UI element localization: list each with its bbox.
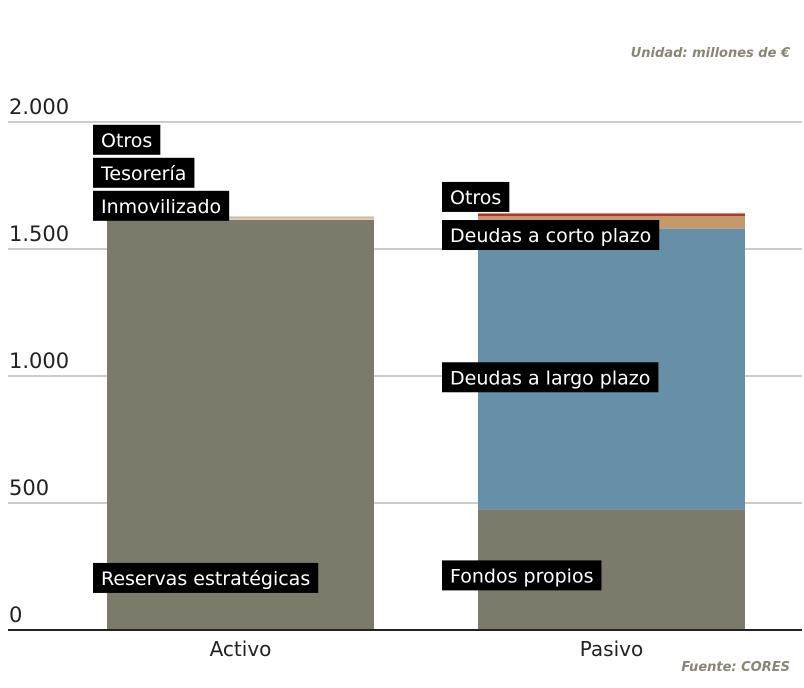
bar-segment-activo-1 (107, 218, 374, 220)
segment-label-box (93, 157, 195, 188)
segment-label-text: Deudas a largo plazo (450, 367, 650, 389)
y-tick-label: 2.000 (9, 95, 69, 119)
segment-label-box (442, 362, 659, 393)
segment-labels: Otros Tesorería Inmovilizado Reservas estra… (93, 124, 660, 593)
y-tick-label: 0 (9, 603, 22, 627)
segment-label-box (93, 190, 230, 221)
y-tick-label: 500 (9, 476, 49, 500)
segment-label: Fondos propios (442, 560, 602, 591)
bar-segment-activo-0 (107, 219, 374, 631)
segment-label-box (442, 560, 602, 591)
segment-label-text: Deudas a corto plazo (450, 225, 651, 247)
segment-label: Inmovilizado (93, 190, 230, 221)
y-tick-label: 1.500 (9, 222, 69, 246)
segment-label-box (442, 181, 510, 212)
segment-label-text: Tesorería (100, 163, 186, 185)
source-note: Fuente: CORES (681, 660, 790, 675)
axes: 0 500 1.000 1.500 2.000 Activo Pasivo (8, 95, 802, 661)
x-tick-label: Pasivo (580, 637, 643, 661)
segment-label: Deudas a largo plazo (442, 362, 659, 393)
bar-segment-activo-3 (107, 216, 374, 218)
segment-label: Otros (442, 181, 510, 212)
segment-label: Reservas estratégicas (93, 562, 319, 593)
bar-segment-activo-2 (107, 217, 374, 219)
unit-note: Unidad: millones de € (630, 46, 790, 61)
segment-label-text: Otros (450, 187, 501, 209)
segment-label-box (442, 220, 660, 251)
y-tick-label: 1.000 (9, 349, 69, 373)
segment-label-text: Otros (101, 130, 152, 152)
segment-label-box (93, 124, 161, 155)
segment-label: Otros (93, 124, 161, 155)
segment-label-text: Inmovilizado (101, 196, 221, 218)
segment-label-text: Reservas estratégicas (101, 568, 310, 590)
segment-label-text: Fondos propios (450, 565, 593, 587)
segment-label-box (93, 562, 319, 593)
bar-segment-pasivo-3 (478, 213, 745, 216)
segment-label: Tesorería (93, 157, 195, 188)
x-tick-label: Activo (210, 637, 272, 661)
segment-label: Deudas a corto plazo (442, 220, 660, 251)
